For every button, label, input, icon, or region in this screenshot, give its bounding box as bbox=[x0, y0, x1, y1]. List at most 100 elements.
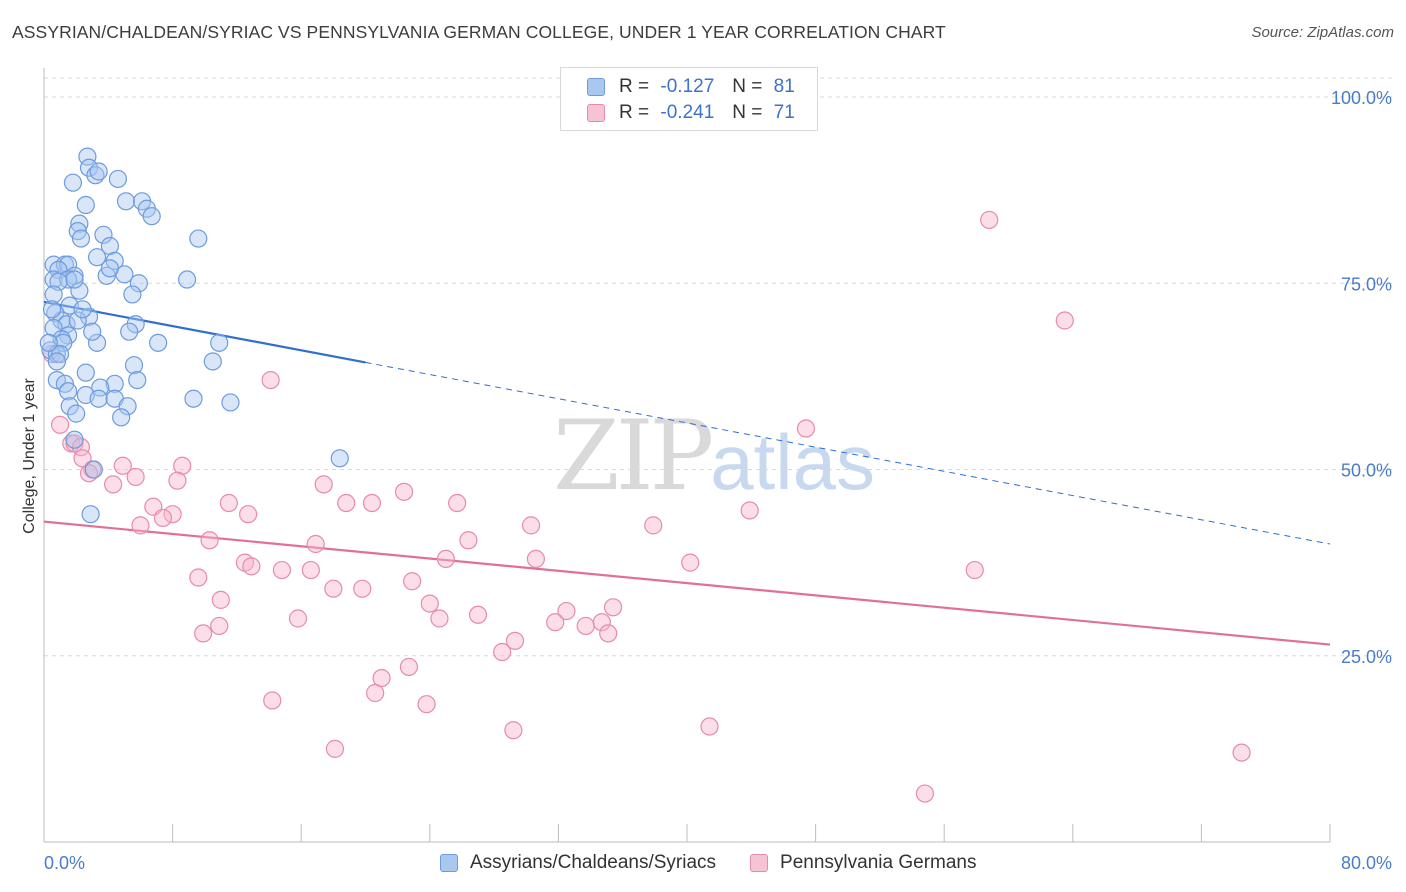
points-assyrians bbox=[39, 147, 349, 524]
data-point-pennsylvania-germans bbox=[681, 553, 700, 572]
data-point-assyrians bbox=[71, 229, 91, 248]
data-point-assyrians bbox=[63, 173, 83, 192]
data-point-assyrians bbox=[44, 285, 63, 304]
data-point-pennsylvania-germans bbox=[1232, 743, 1251, 762]
data-point-assyrians bbox=[42, 300, 62, 319]
data-point-assyrians bbox=[100, 259, 120, 278]
data-point-assyrians bbox=[203, 352, 222, 371]
legend-r-label: R = bbox=[619, 102, 650, 123]
legend-n-value: 71 bbox=[773, 102, 795, 123]
data-point-assyrians bbox=[70, 281, 89, 300]
source-credit: Source: ZipAtlas.com bbox=[1251, 24, 1394, 41]
data-point-assyrians bbox=[128, 371, 147, 390]
data-point-pennsylvania-germans bbox=[314, 475, 333, 494]
data-point-assyrians bbox=[47, 352, 66, 371]
data-point-assyrians bbox=[81, 505, 100, 524]
y-tick-label: 50.0% bbox=[1341, 461, 1392, 481]
data-point-pennsylvania-germans bbox=[493, 642, 512, 662]
data-point-assyrians bbox=[70, 214, 89, 233]
data-point-pennsylvania-germans bbox=[403, 572, 422, 591]
data-point-pennsylvania-germans bbox=[366, 683, 385, 703]
data-point-pennsylvania-germans bbox=[1055, 311, 1074, 330]
data-point-pennsylvania-germans bbox=[740, 501, 759, 520]
legend-swatch-pink bbox=[587, 104, 605, 122]
data-point-assyrians bbox=[83, 322, 102, 341]
chart-title: ASSYRIAN/CHALDEAN/SYRIAC VS PENNSYLVANIA… bbox=[12, 22, 946, 42]
y-tick-label: 75.0% bbox=[1341, 274, 1392, 294]
data-point-pennsylvania-germans bbox=[126, 467, 145, 487]
points-pennsylvania-germans bbox=[42, 210, 1251, 803]
data-point-assyrians bbox=[118, 397, 137, 416]
y-tick-label: 25.0% bbox=[1341, 647, 1392, 667]
data-point-pennsylvania-germans bbox=[700, 717, 719, 736]
data-point-pennsylvania-germans bbox=[163, 505, 182, 524]
data-point-assyrians bbox=[94, 225, 113, 244]
data-point-assyrians bbox=[79, 158, 99, 177]
data-point-pennsylvania-germans bbox=[557, 601, 576, 621]
data-point-pennsylvania-germans bbox=[603, 598, 623, 617]
series-legend-swatch-pink bbox=[750, 854, 769, 872]
trend-line-dashed bbox=[365, 361, 1331, 545]
trend-line-pennsylvania-germans bbox=[43, 520, 1331, 646]
data-point-pennsylvania-germans bbox=[353, 579, 372, 598]
data-point-pennsylvania-germans bbox=[113, 456, 132, 475]
data-point-assyrians bbox=[177, 270, 197, 289]
data-point-assyrians bbox=[65, 270, 84, 289]
data-point-pennsylvania-germans bbox=[430, 609, 449, 628]
series-legend-label-pennsylvania-germans: Pennsylvania Germans bbox=[780, 852, 977, 873]
data-point-pennsylvania-germans bbox=[420, 594, 439, 613]
data-point-pennsylvania-germans bbox=[576, 616, 595, 636]
data-point-assyrians bbox=[112, 408, 131, 427]
tick-labels: 25.0% 50.0% 75.0% 100.0% 0.0% 80.0% bbox=[44, 88, 1392, 873]
trend-line-solid bbox=[43, 520, 1331, 646]
data-point-assyrians bbox=[120, 322, 139, 341]
data-point-pennsylvania-germans bbox=[325, 739, 345, 758]
x-tick-label: 0.0% bbox=[44, 853, 85, 873]
data-point-pennsylvania-germans bbox=[505, 631, 525, 650]
data-point-pennsylvania-germans bbox=[153, 508, 173, 528]
data-point-assyrians bbox=[126, 315, 145, 334]
data-point-pennsylvania-germans bbox=[459, 531, 478, 550]
data-point-assyrians bbox=[123, 285, 142, 304]
data-point-pennsylvania-germans bbox=[526, 549, 545, 569]
data-point-assyrians bbox=[142, 207, 161, 226]
data-point-assyrians bbox=[105, 374, 124, 393]
data-point-pennsylvania-germans bbox=[50, 415, 70, 434]
data-point-pennsylvania-germans bbox=[980, 210, 999, 230]
data-point-pennsylvania-germans bbox=[219, 493, 238, 513]
data-point-pennsylvania-germans bbox=[200, 531, 219, 550]
data-point-pennsylvania-germans bbox=[448, 493, 467, 513]
data-point-pennsylvania-germans bbox=[644, 516, 663, 535]
legend-n-label: N = bbox=[732, 102, 763, 123]
data-point-pennsylvania-germans bbox=[242, 557, 261, 576]
data-point-pennsylvania-germans bbox=[796, 419, 816, 438]
legend-n-label: N = bbox=[732, 76, 763, 97]
data-point-assyrians bbox=[84, 460, 103, 479]
data-point-pennsylvania-germans bbox=[599, 624, 618, 643]
correlation-legend: R = -0.127 N = 81 R = -0.241 N = 71 bbox=[560, 67, 818, 131]
legend-r-value: -0.241 bbox=[660, 102, 715, 123]
data-point-pennsylvania-germans bbox=[301, 560, 320, 580]
legend-row-assyrians: R = -0.127 N = 81 bbox=[561, 73, 795, 101]
data-point-assyrians bbox=[59, 382, 78, 401]
data-point-assyrians bbox=[184, 389, 203, 408]
data-point-pennsylvania-germans bbox=[915, 784, 935, 803]
legend-swatch-blue bbox=[587, 78, 605, 96]
data-point-pennsylvania-germans bbox=[592, 613, 611, 632]
data-point-pennsylvania-germans bbox=[546, 613, 565, 632]
data-point-assyrians bbox=[87, 333, 107, 352]
data-point-pennsylvania-germans bbox=[73, 449, 92, 468]
data-point-assyrians bbox=[67, 404, 86, 423]
data-point-pennsylvania-germans bbox=[194, 624, 213, 643]
series-legend-swatch-blue bbox=[440, 854, 458, 872]
data-point-pennsylvania-germans bbox=[362, 493, 382, 513]
data-point-pennsylvania-germans bbox=[168, 471, 187, 490]
data-point-pennsylvania-germans bbox=[394, 482, 414, 501]
data-point-pennsylvania-germans bbox=[306, 534, 325, 554]
data-point-assyrians bbox=[124, 356, 144, 375]
data-point-assyrians bbox=[89, 162, 108, 181]
data-point-pennsylvania-germans bbox=[131, 516, 150, 535]
series-legend: Assyrians/Chaldeans/Syriacs Pennsylvania… bbox=[440, 852, 976, 874]
data-point-pennsylvania-germans bbox=[417, 695, 436, 714]
